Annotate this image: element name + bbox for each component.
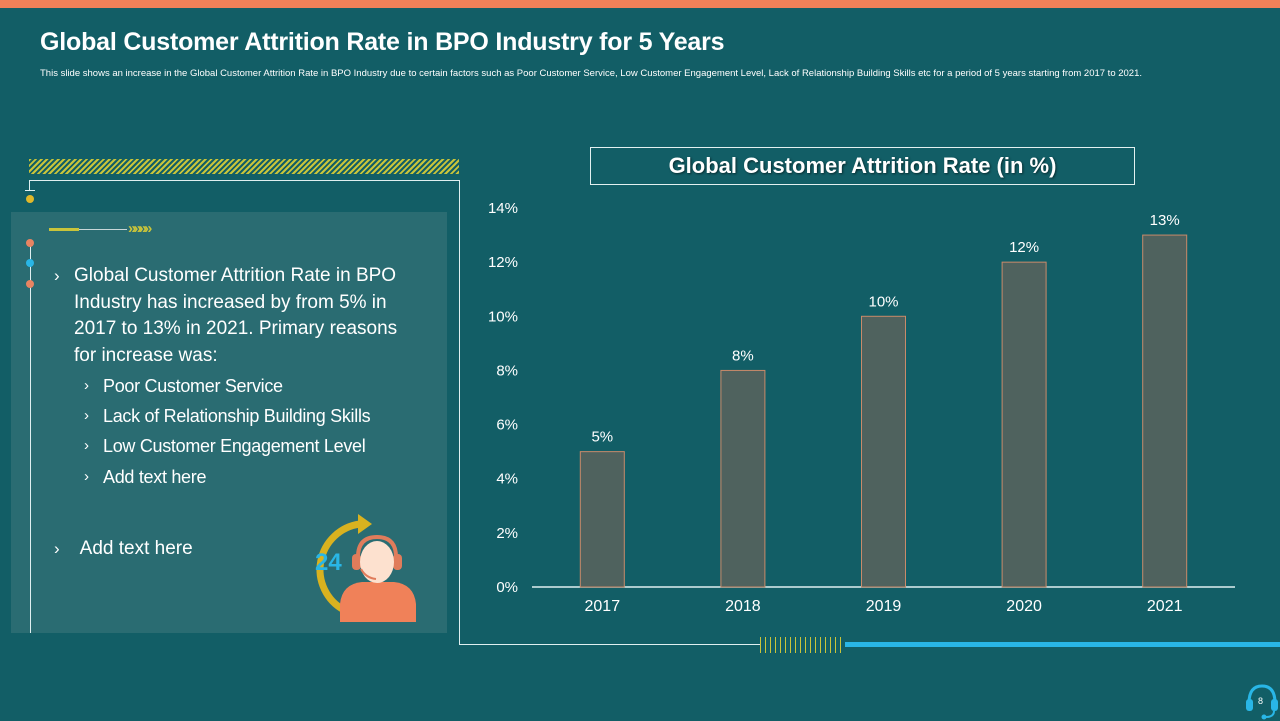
bar-2020 — [1001, 261, 1047, 588]
orange-dot — [26, 280, 34, 288]
list-item: › Poor Customer Service — [84, 371, 370, 401]
frame-line-top — [30, 180, 460, 181]
reason-text: Poor Customer Service — [103, 376, 283, 396]
x-axis-ticks: 2017 2018 2019 2020 2021 — [585, 598, 1183, 615]
bullet-chevron-icon: › — [84, 377, 89, 394]
data-label: 5% — [591, 429, 613, 446]
headset-band — [356, 534, 398, 558]
reason-text: Lack of Relationship Building Skills — [103, 406, 371, 427]
chevrons-icon: »»»» — [128, 220, 152, 237]
main-bullet-text: Global Customer Attrition Rate in BPO In… — [74, 265, 398, 366]
data-labels: 5% 8% 10% 12% 13% — [591, 212, 1179, 446]
reason-text: Low Customer Engagement Level — [103, 436, 366, 457]
24-hour-support-agent-icon: 24 — [315, 514, 416, 622]
x-tick-label: 2019 — [866, 598, 902, 615]
frame-tick — [29, 180, 30, 190]
x-tick-label: 2021 — [1147, 598, 1183, 615]
main-bullet-point: › Global Customer Attrition Rate in BPO … — [54, 263, 424, 369]
decorative-line-thick — [49, 228, 79, 231]
frame-line-bottom — [459, 644, 761, 645]
panel-timeline-line — [30, 240, 31, 633]
page-number: 8 — [1258, 696, 1264, 706]
headset-mic — [360, 568, 377, 580]
cyan-accent-line — [845, 642, 1280, 647]
y-axis-ticks: 0% 2% 4% 6% 8% 10% 12% 14% — [488, 200, 518, 596]
reason-text: Add text here — [103, 466, 207, 487]
hatched-decoration-bottom — [760, 637, 842, 653]
y-tick-label: 14% — [488, 200, 518, 217]
page-title: Global Customer Attrition Rate in BPO In… — [40, 28, 725, 56]
top-accent-bar — [0, 0, 1280, 8]
data-label: 8% — [732, 347, 754, 364]
extra-bullet-point: › Add text here — [54, 538, 193, 560]
hatched-decoration-top — [29, 159, 459, 174]
y-tick-label: 12% — [488, 254, 518, 271]
agent-head — [360, 541, 394, 583]
circular-arrow-arc — [316, 520, 361, 614]
frame-tick-horizontal — [25, 190, 35, 191]
agent-body — [340, 582, 416, 622]
decorative-line-thin — [79, 229, 127, 230]
list-item: › Add text here — [84, 462, 370, 492]
orange-dot — [26, 239, 34, 247]
bullet-chevron-icon: › — [84, 437, 89, 455]
bar-2017 — [579, 451, 625, 588]
yellow-dot — [26, 195, 34, 203]
y-tick-label: 2% — [496, 525, 518, 542]
headset-earpiece-right — [393, 554, 402, 570]
bullet-chevron-icon: › — [84, 407, 89, 425]
list-item: › Low Customer Engagement Level — [84, 431, 370, 461]
headset-icon — [1246, 684, 1278, 720]
frame-line-right — [459, 180, 460, 645]
headset-earpiece-left — [352, 554, 361, 570]
x-tick-label: 2017 — [585, 598, 621, 615]
list-item: › Lack of Relationship Building Skills — [84, 401, 371, 431]
24-label: 24 — [315, 549, 342, 576]
x-tick-label: 2018 — [725, 598, 761, 615]
y-tick-label: 8% — [496, 362, 518, 379]
bars — [579, 234, 1188, 588]
x-tick-label: 2020 — [1006, 598, 1042, 615]
y-tick-label: 4% — [496, 471, 518, 488]
reasons-list: › Poor Customer Service › Lack of Relation… — [84, 371, 371, 492]
y-tick-label: 10% — [488, 308, 518, 325]
data-label: 10% — [868, 293, 898, 310]
bar-2021 — [1142, 234, 1188, 588]
y-tick-label: 0% — [496, 579, 518, 596]
arrow-head — [358, 514, 372, 534]
extra-bullet-text: Add text here — [79, 538, 193, 559]
bar-2019 — [861, 315, 906, 588]
bar-chart: 0%2%4%6%8%10%12%14% 5%8%10%12%13% 2017 20… — [488, 200, 1235, 615]
blue-dot — [26, 259, 34, 267]
bullet-chevron-icon: › — [84, 467, 89, 485]
y-tick-label: 6% — [496, 417, 518, 434]
bar-2018 — [720, 369, 766, 588]
bullet-chevron-icon: › — [54, 266, 60, 285]
data-label: 13% — [1150, 212, 1180, 229]
data-label: 12% — [1009, 239, 1039, 256]
bullet-chevron-icon: › — [54, 539, 60, 558]
chart-title: Global Customer Attrition Rate (in %) — [590, 147, 1135, 185]
page-subtitle: This slide shows an increase in the Glob… — [40, 68, 1143, 79]
